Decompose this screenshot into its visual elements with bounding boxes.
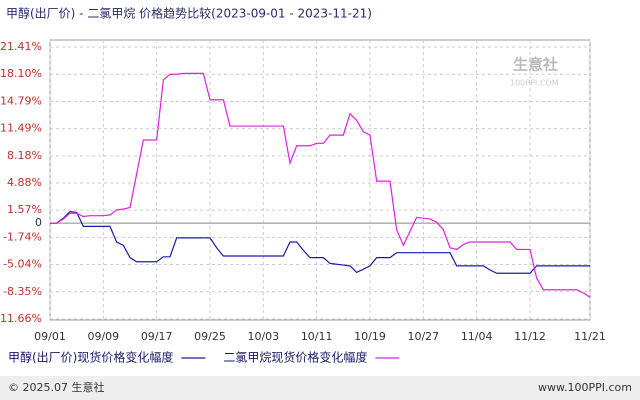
watermark: 生意社 — [513, 56, 558, 74]
y-tick-label: 11.49% — [0, 122, 42, 135]
y-tick-label: -1.74% — [3, 230, 42, 243]
y-tick-label: 4.88% — [7, 176, 42, 189]
footer-bar — [0, 376, 640, 400]
x-tick-label: 11/21 — [574, 330, 606, 343]
series-line — [50, 72, 591, 298]
chart-title: 甲醇(出厂价) - 二氯甲烷 价格趋势比较(2023-09-01 - 2023-… — [6, 6, 372, 21]
series-line — [50, 210, 590, 274]
y-tick-label: 21.41% — [0, 40, 42, 53]
legend-label: 甲醇(出厂价)现货价格变化幅度 — [8, 350, 173, 365]
x-tick-label: 11/12 — [514, 330, 546, 343]
x-tick-label: 09/25 — [194, 330, 226, 343]
x-tick-label: 10/11 — [301, 330, 333, 343]
x-tick-label: 10/19 — [354, 330, 386, 343]
x-tick-label: 09/17 — [141, 330, 173, 343]
y-tick-label: -5.04% — [3, 258, 42, 271]
x-tick-label: 10/27 — [407, 330, 439, 343]
y-tick-label: 14.79% — [0, 94, 42, 107]
y-tick-label: -11.66% — [0, 312, 42, 325]
footer-left: © 2025.07 生意社 — [8, 380, 104, 394]
x-tick-label: 10/03 — [247, 330, 279, 343]
y-tick-label: 0 — [35, 216, 42, 229]
y-tick-label: -8.35% — [3, 285, 42, 298]
watermark: 100PPI.COM — [510, 79, 559, 88]
y-tick-label: 1.57% — [7, 203, 42, 216]
x-tick-label: 11/04 — [461, 330, 493, 343]
y-tick-label: 8.18% — [7, 149, 42, 162]
y-tick-label: 18.10% — [0, 67, 42, 80]
x-tick-label: 09/09 — [87, 330, 119, 343]
footer-right: www.100PPI.com — [538, 381, 632, 394]
x-tick-label: 09/01 — [34, 330, 66, 343]
legend-label: 二氯甲烷现货价格变化幅度 — [223, 350, 367, 365]
